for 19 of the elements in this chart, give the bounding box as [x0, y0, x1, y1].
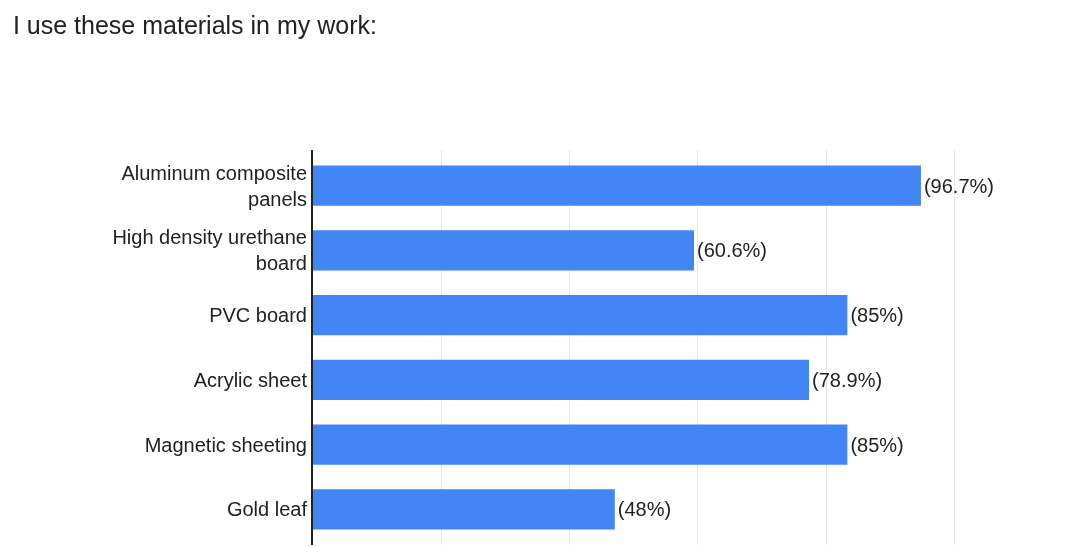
- y-tick-label: Magnetic sheeting: [144, 433, 307, 456]
- data-label: (96.7%): [923, 174, 994, 197]
- y-tick-label: PVC board: [209, 304, 307, 327]
- y-tick-label: Gold leaf: [226, 498, 308, 521]
- y-tick-label: High density urethane board: [112, 226, 307, 275]
- data-label: (60.6%): [696, 239, 768, 262]
- bar: [313, 424, 848, 465]
- bar: [313, 165, 921, 206]
- y-tick-label: Aluminum composite panels: [121, 161, 307, 210]
- data-label: (78.9%): [812, 368, 883, 391]
- bar: [313, 295, 848, 336]
- y-tick-label: Acrylic sheet: [193, 368, 308, 391]
- bar: [313, 230, 694, 271]
- data-label: (85%): [850, 433, 904, 456]
- bar: [313, 359, 810, 400]
- data-label: (48%): [617, 498, 672, 521]
- bar: [313, 489, 615, 530]
- data-label: (85%): [850, 304, 904, 327]
- chart-title: I use these materials in my work:: [12, 10, 377, 39]
